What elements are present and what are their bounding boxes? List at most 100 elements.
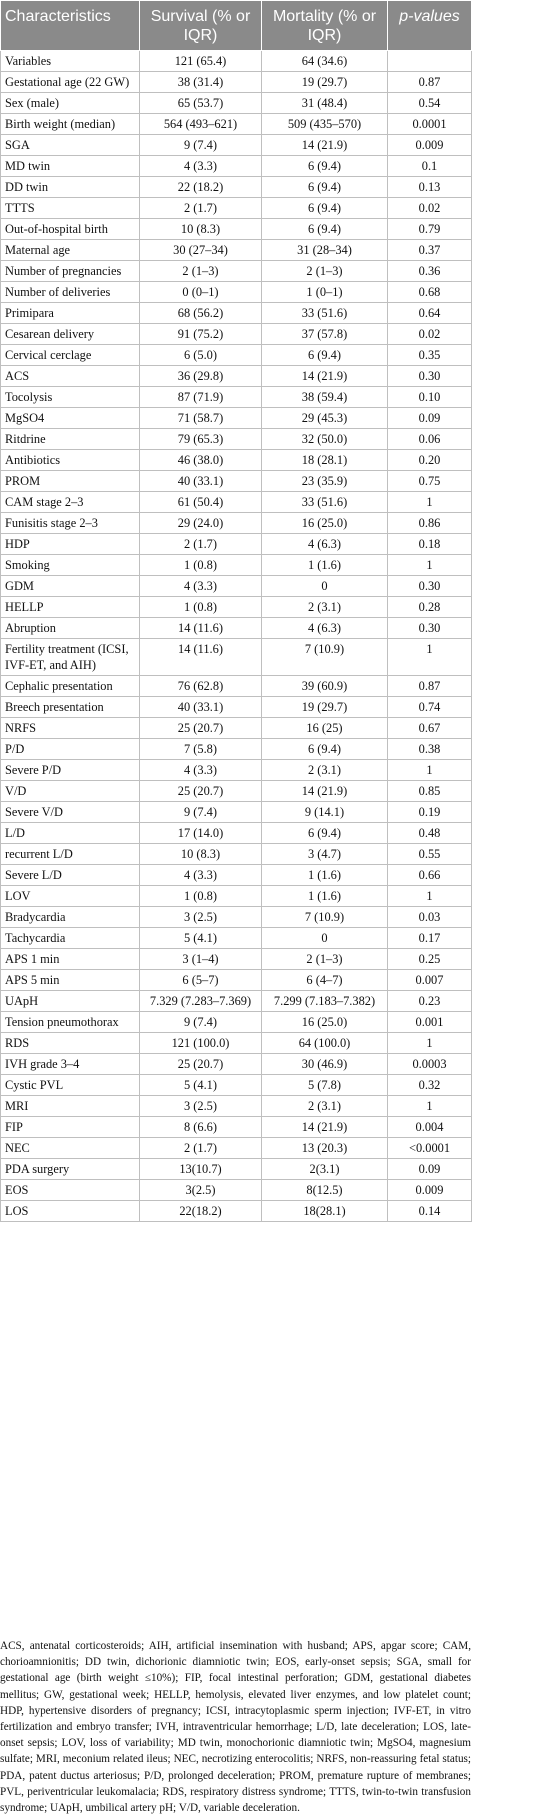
mortality-cell: 14 (21.9) (261, 134, 388, 156)
characteristic-cell: FIP (0, 1116, 140, 1138)
mortality-cell: 33 (51.6) (261, 491, 388, 513)
survival-cell: 7 (5.8) (139, 738, 262, 760)
table-row: UApH 7.329 (7.283–7.369) 7.299 (7.183–7.38… (0, 990, 472, 1012)
characteristic-cell: Ritdrine (0, 428, 140, 450)
mortality-cell: 8(12.5) (261, 1179, 388, 1201)
table-row: Abruption 14 (11.6) 4 (6.3) 0.30 (0, 617, 472, 639)
mortality-cell: 31 (48.4) (261, 92, 388, 114)
p-value-cell: 0.0001 (387, 113, 472, 135)
p-value-cell: 0.30 (387, 575, 472, 597)
mortality-cell: 7 (10.9) (261, 906, 388, 928)
mortality-cell: 1 (1.6) (261, 554, 388, 576)
table-row: Smoking 1 (0.8) 1 (1.6) 1 (0, 554, 472, 576)
table-row: Birth weight (median) 564 (493–621) 509 (4… (0, 113, 472, 135)
mortality-cell: 19 (29.7) (261, 696, 388, 718)
mortality-cell: 0 (261, 927, 388, 949)
mortality-cell: 38 (59.4) (261, 386, 388, 408)
table-row: Bradycardia 3 (2.5) 7 (10.9) 0.03 (0, 906, 472, 928)
p-value-cell: 0.17 (387, 927, 472, 949)
p-value-cell: 0.09 (387, 1158, 472, 1180)
survival-cell: 71 (58.7) (139, 407, 262, 429)
p-value-cell: 0.37 (387, 239, 472, 261)
survival-cell: 5 (4.1) (139, 1074, 262, 1096)
table-row: Out-of-hospital birth 10 (8.3) 6 (9.4) 0.79 (0, 218, 472, 240)
mortality-cell: 18(28.1) (261, 1200, 388, 1222)
mortality-cell: 23 (35.9) (261, 470, 388, 492)
p-value-cell: 0.66 (387, 864, 472, 886)
table-row: Variables 121 (65.4) 64 (34.6) (0, 50, 472, 72)
table-row: Cervical cerclage 6 (5.0) 6 (9.4) 0.35 (0, 344, 472, 366)
characteristic-cell: HDP (0, 533, 140, 555)
survival-cell: 14 (11.6) (139, 617, 262, 639)
characteristic-cell: Primipara (0, 302, 140, 324)
table-row: Cystic PVL 5 (4.1) 5 (7.8) 0.32 (0, 1074, 472, 1096)
table-row: Funisitis stage 2–3 29 (24.0) 16 (25.0) 0.8… (0, 512, 472, 534)
table-row: Antibiotics 46 (38.0) 18 (28.1) 0.20 (0, 449, 472, 471)
mortality-cell: 6 (9.4) (261, 176, 388, 198)
p-value-cell: 0.38 (387, 738, 472, 760)
table-row: Cephalic presentation 76 (62.8) 39 (60.9) 0… (0, 675, 472, 697)
table-row: HDP 2 (1.7) 4 (6.3) 0.18 (0, 533, 472, 555)
p-value-cell: 1 (387, 491, 472, 513)
characteristic-cell: Out-of-hospital birth (0, 218, 140, 240)
survival-cell: 46 (38.0) (139, 449, 262, 471)
mortality-cell: 14 (21.9) (261, 780, 388, 802)
table-row: Maternal age 30 (27–34) 31 (28–34) 0.37 (0, 239, 472, 261)
mortality-cell: 39 (60.9) (261, 675, 388, 697)
table-row: IVH grade 3–4 25 (20.7) 30 (46.9) 0.0003 (0, 1053, 472, 1075)
survival-cell: 4 (3.3) (139, 759, 262, 781)
survival-cell: 0 (0–1) (139, 281, 262, 303)
p-value-cell: 0.23 (387, 990, 472, 1012)
mortality-cell: 2 (3.1) (261, 596, 388, 618)
p-value-cell: 0.68 (387, 281, 472, 303)
header-survival: Survival (% or IQR) (139, 0, 262, 51)
characteristic-cell: PDA surgery (0, 1158, 140, 1180)
table-row: Cesarean delivery 91 (75.2) 37 (57.8) 0.02 (0, 323, 472, 345)
p-value-cell: 0.007 (387, 969, 472, 991)
mortality-cell: 32 (50.0) (261, 428, 388, 450)
mortality-cell: 509 (435–570) (261, 113, 388, 135)
survival-cell: 13(10.7) (139, 1158, 262, 1180)
table-row: APS 5 min 6 (5–7) 6 (4–7) 0.007 (0, 969, 472, 991)
mortality-cell: 2 (3.1) (261, 759, 388, 781)
p-value-cell: 0.30 (387, 365, 472, 387)
mortality-cell: 19 (29.7) (261, 71, 388, 93)
p-value-cell: 0.35 (387, 344, 472, 366)
characteristic-cell: NEC (0, 1137, 140, 1159)
survival-cell: 9 (7.4) (139, 1011, 262, 1033)
survival-cell: 4 (3.3) (139, 575, 262, 597)
table-row: LOS 22(18.2) 18(28.1) 0.14 (0, 1200, 472, 1222)
p-value-cell: 0.25 (387, 948, 472, 970)
survival-cell: 4 (3.3) (139, 155, 262, 177)
p-value-cell: 0.87 (387, 71, 472, 93)
mortality-cell: 6 (9.4) (261, 822, 388, 844)
table-row: Gestational age (22 GW) 38 (31.4) 19 (29.7… (0, 71, 472, 93)
p-value-cell: 0.86 (387, 512, 472, 534)
p-value-cell: 0.85 (387, 780, 472, 802)
characteristic-cell: Cesarean delivery (0, 323, 140, 345)
characteristic-cell: Number of deliveries (0, 281, 140, 303)
survival-cell: 3 (2.5) (139, 906, 262, 928)
table-row: Severe V/D 9 (7.4) 9 (14.1) 0.19 (0, 801, 472, 823)
characteristic-cell: Gestational age (22 GW) (0, 71, 140, 93)
table-row: Tension pneumothorax 9 (7.4) 16 (25.0) 0.00… (0, 1011, 472, 1033)
characteristic-cell: APS 5 min (0, 969, 140, 991)
table-row: V/D 25 (20.7) 14 (21.9) 0.85 (0, 780, 472, 802)
p-value-cell: 0.74 (387, 696, 472, 718)
mortality-cell: 9 (14.1) (261, 801, 388, 823)
table-row: PDA surgery 13(10.7) 2(3.1) 0.09 (0, 1158, 472, 1180)
survival-cell: 4 (3.3) (139, 864, 262, 886)
table-row: EOS 3(2.5) 8(12.5) 0.009 (0, 1179, 472, 1201)
mortality-cell: 6 (9.4) (261, 218, 388, 240)
characteristics-table: Characteristics Survival (% or IQR) Mort… (0, 0, 472, 1222)
header-mortality: Mortality (% or IQR) (261, 0, 388, 51)
survival-cell: 30 (27–34) (139, 239, 262, 261)
survival-cell: 22(18.2) (139, 1200, 262, 1222)
p-value-cell: 0.28 (387, 596, 472, 618)
mortality-cell: 6 (9.4) (261, 155, 388, 177)
survival-cell: 3 (1–4) (139, 948, 262, 970)
p-value-cell: <0.0001 (387, 1137, 472, 1159)
survival-cell: 22 (18.2) (139, 176, 262, 198)
survival-cell: 9 (7.4) (139, 134, 262, 156)
p-value-cell (387, 50, 472, 72)
